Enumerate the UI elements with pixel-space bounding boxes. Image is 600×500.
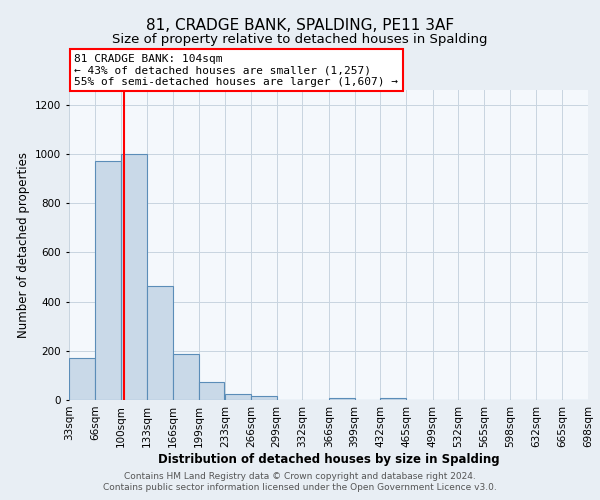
Bar (147, 286, 173, 400)
Bar (199, 382, 224, 400)
Bar (173, 354, 199, 400)
Bar (69, 358, 95, 400)
Text: 81, CRADGE BANK, SPALDING, PE11 3AF: 81, CRADGE BANK, SPALDING, PE11 3AF (146, 18, 454, 32)
Bar (95, 162, 121, 400)
X-axis label: Distribution of detached houses by size in Spalding: Distribution of detached houses by size … (158, 452, 499, 466)
Text: Size of property relative to detached houses in Spalding: Size of property relative to detached ho… (112, 32, 488, 46)
Bar (380, 398, 406, 400)
Y-axis label: Number of detached properties: Number of detached properties (17, 152, 29, 338)
Text: Contains public sector information licensed under the Open Government Licence v3: Contains public sector information licen… (103, 484, 497, 492)
Bar (225, 394, 251, 400)
Bar (121, 154, 147, 400)
Bar (251, 396, 277, 400)
Text: Contains HM Land Registry data © Crown copyright and database right 2024.: Contains HM Land Registry data © Crown c… (124, 472, 476, 481)
Text: 81 CRADGE BANK: 104sqm
← 43% of detached houses are smaller (1,257)
55% of semi-: 81 CRADGE BANK: 104sqm ← 43% of detached… (74, 54, 398, 87)
Bar (329, 398, 355, 400)
